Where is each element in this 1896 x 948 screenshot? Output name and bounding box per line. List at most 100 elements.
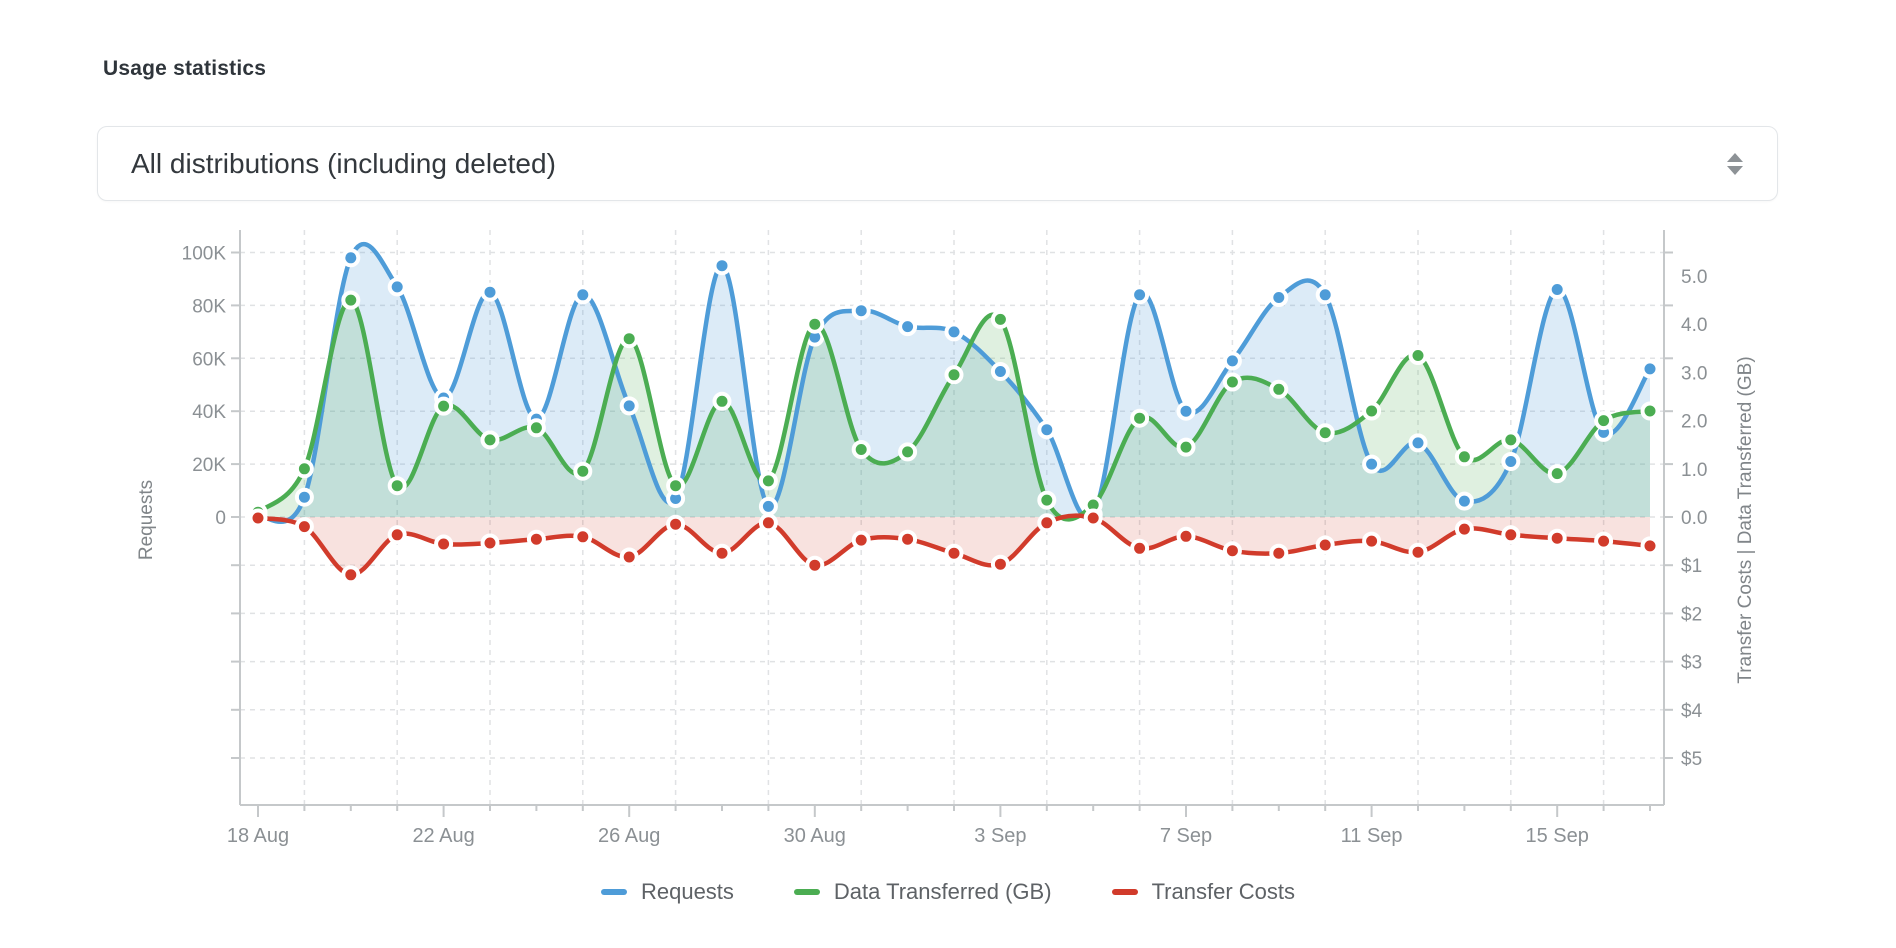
data-point[interactable] xyxy=(1640,536,1660,556)
data-point[interactable] xyxy=(1130,538,1150,558)
data-point[interactable] xyxy=(573,285,593,305)
data-point[interactable] xyxy=(1547,280,1567,299)
data-point[interactable] xyxy=(758,496,778,516)
data-point[interactable] xyxy=(1454,519,1474,539)
legend-label-requests: Requests xyxy=(640,879,734,904)
data-point[interactable] xyxy=(1037,420,1057,440)
data-point[interactable] xyxy=(341,565,361,585)
data-point[interactable] xyxy=(1594,531,1614,551)
data-point[interactable] xyxy=(851,530,871,550)
distribution-select-value: All distributions (including deleted) xyxy=(131,147,556,179)
legend-item-transfer-costs[interactable]: Transfer Costs xyxy=(1111,879,1295,905)
data-point[interactable] xyxy=(294,487,314,507)
data-point[interactable] xyxy=(944,365,964,385)
data-point[interactable] xyxy=(990,554,1010,574)
x-tick-label: 26 Aug xyxy=(598,825,660,847)
data-point[interactable] xyxy=(805,314,825,334)
y-tick-label-left: 60K xyxy=(192,349,226,370)
data-point[interactable] xyxy=(619,329,639,349)
data-point[interactable] xyxy=(1269,379,1289,399)
data-point[interactable] xyxy=(944,543,964,563)
data-point[interactable] xyxy=(387,476,407,496)
data-point[interactable] xyxy=(1501,430,1521,450)
y-tick-label-gb: 0.0 xyxy=(1681,508,1707,529)
data-point[interactable] xyxy=(1083,508,1103,528)
legend-item-data-transferred[interactable]: Data Transferred (GB) xyxy=(793,879,1052,905)
data-point[interactable] xyxy=(1362,401,1382,421)
data-point[interactable] xyxy=(712,543,732,563)
select-updown-icon xyxy=(1727,152,1743,175)
data-point[interactable] xyxy=(294,517,314,537)
y-tick-label-gb: 2.0 xyxy=(1681,412,1707,433)
data-point[interactable] xyxy=(387,525,407,545)
data-point[interactable] xyxy=(1547,464,1567,484)
data-point[interactable] xyxy=(1269,543,1289,563)
data-point[interactable] xyxy=(434,534,454,554)
data-point[interactable] xyxy=(1176,437,1196,457)
data-point[interactable] xyxy=(805,555,825,575)
data-point[interactable] xyxy=(434,396,454,416)
data-point[interactable] xyxy=(619,547,639,567)
data-point[interactable] xyxy=(1408,433,1428,453)
data-point[interactable] xyxy=(1176,401,1196,421)
distribution-select[interactable]: All distributions (including deleted) xyxy=(97,126,1778,201)
data-point[interactable] xyxy=(480,533,500,553)
data-point[interactable] xyxy=(526,418,546,438)
data-point[interactable] xyxy=(248,508,268,528)
data-point[interactable] xyxy=(1222,541,1242,561)
y-tick-label-cost: $1 xyxy=(1681,556,1702,577)
data-point[interactable] xyxy=(341,290,361,310)
data-point[interactable] xyxy=(851,301,871,321)
data-point[interactable] xyxy=(712,391,732,411)
data-point[interactable] xyxy=(1222,372,1242,392)
data-point[interactable] xyxy=(758,471,778,491)
data-point[interactable] xyxy=(898,442,918,462)
data-point[interactable] xyxy=(1315,285,1335,305)
data-point[interactable] xyxy=(1594,411,1614,431)
data-point[interactable] xyxy=(666,514,686,534)
data-point[interactable] xyxy=(944,322,964,342)
data-point[interactable] xyxy=(990,362,1010,381)
data-point[interactable] xyxy=(1547,528,1567,548)
data-point[interactable] xyxy=(341,248,361,268)
data-point[interactable] xyxy=(1408,346,1428,365)
data-point[interactable] xyxy=(1501,525,1521,545)
data-point[interactable] xyxy=(1037,490,1057,510)
y-tick-label-left: 0 xyxy=(215,508,226,529)
data-point[interactable] xyxy=(1454,491,1474,511)
data-point[interactable] xyxy=(480,430,500,450)
data-point[interactable] xyxy=(1037,513,1057,533)
data-point[interactable] xyxy=(526,529,546,549)
data-point[interactable] xyxy=(1315,423,1335,443)
data-point[interactable] xyxy=(1408,542,1428,562)
data-point[interactable] xyxy=(712,256,732,276)
data-point[interactable] xyxy=(1130,285,1150,305)
data-point[interactable] xyxy=(1130,408,1150,428)
series-area-right_gb xyxy=(258,300,1650,520)
data-point[interactable] xyxy=(898,529,918,549)
axis-labels: 18 Aug 22 Aug 26 Aug 30 Aug 3 Sep 7 Sep 11 Sep… xyxy=(136,244,1756,848)
data-point[interactable] xyxy=(990,309,1010,329)
legend-item-requests[interactable]: Requests xyxy=(600,879,734,905)
data-point[interactable] xyxy=(1222,351,1242,371)
data-point[interactable] xyxy=(1362,531,1382,551)
data-point[interactable] xyxy=(1640,359,1660,379)
data-point[interactable] xyxy=(1501,452,1521,471)
data-point[interactable] xyxy=(480,282,500,302)
data-point[interactable] xyxy=(619,396,639,416)
data-point[interactable] xyxy=(758,513,778,533)
data-point[interactable] xyxy=(1176,526,1196,546)
data-point[interactable] xyxy=(573,527,593,547)
data-point[interactable] xyxy=(294,459,314,479)
data-point[interactable] xyxy=(1362,454,1382,474)
data-point[interactable] xyxy=(898,317,918,337)
data-point[interactable] xyxy=(666,476,686,496)
data-point[interactable] xyxy=(573,461,593,481)
data-point[interactable] xyxy=(1454,447,1474,467)
data-point[interactable] xyxy=(1640,401,1660,421)
data-point[interactable] xyxy=(851,440,871,459)
data-point[interactable] xyxy=(1269,288,1289,307)
x-tick-label: 11 Sep xyxy=(1341,825,1403,847)
data-point[interactable] xyxy=(387,277,407,297)
data-point[interactable] xyxy=(1315,535,1335,555)
